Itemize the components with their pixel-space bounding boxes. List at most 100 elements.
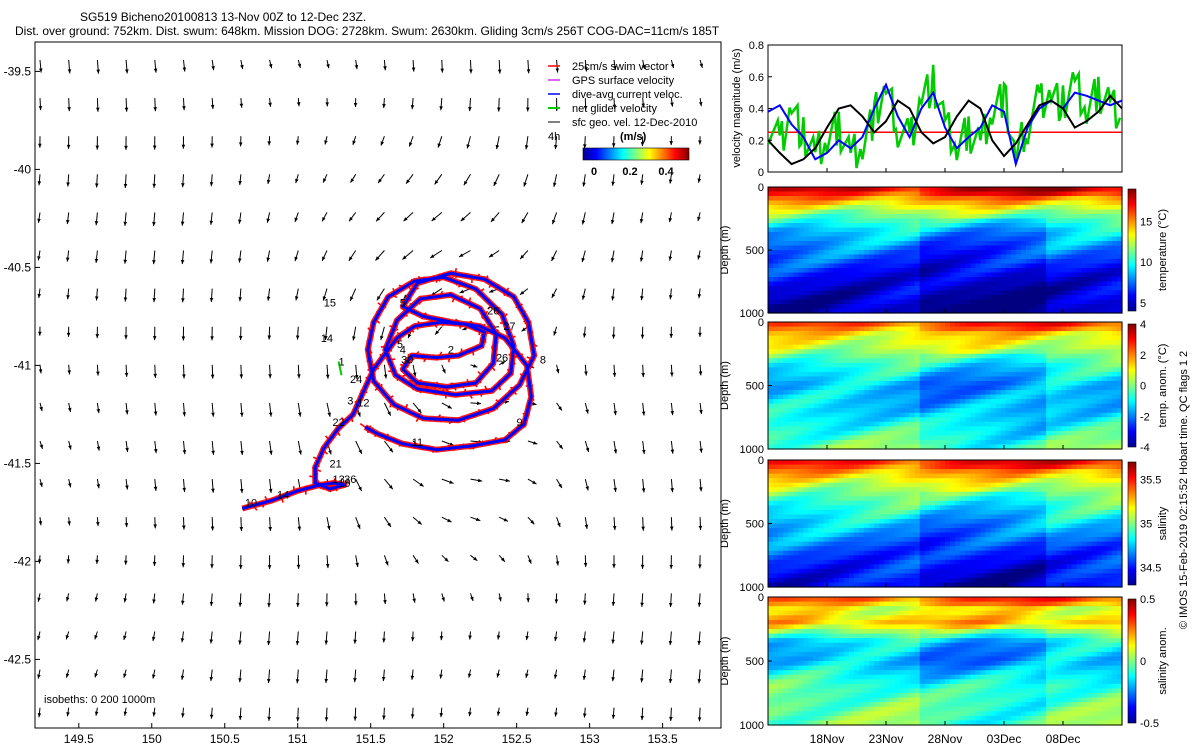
section-cell <box>965 435 971 441</box>
section-cell <box>894 268 901 274</box>
section-cell <box>828 322 835 328</box>
section-cell <box>899 191 906 197</box>
section-cell <box>939 223 946 229</box>
section-cell <box>1106 200 1113 206</box>
section-cell <box>909 187 916 193</box>
section-cell <box>929 236 936 242</box>
map-y-tick-label: -41 <box>14 358 32 372</box>
section-cell <box>1000 412 1007 418</box>
section-cell <box>859 196 865 202</box>
section-cell <box>1091 290 1098 296</box>
section-cell <box>894 245 901 251</box>
section-cell <box>884 439 890 446</box>
section-cell <box>848 344 855 350</box>
section-cell <box>884 290 890 296</box>
geo-arrow-head <box>328 450 332 455</box>
section-cell <box>1036 286 1042 292</box>
section-cell <box>843 250 850 256</box>
geo-arrow-head <box>353 716 358 721</box>
section-cell <box>960 191 966 197</box>
section-cell <box>894 286 901 292</box>
section-cell <box>889 408 896 414</box>
section-cell <box>904 250 911 256</box>
section-cell <box>1025 187 1032 193</box>
section-cell <box>768 326 774 332</box>
section-cell <box>853 439 860 446</box>
section-cell <box>990 254 997 260</box>
section-cell <box>778 241 784 247</box>
section-cell <box>874 259 880 265</box>
section-cell <box>768 272 774 278</box>
section-cell <box>1071 187 1078 193</box>
section-cell <box>773 385 779 391</box>
section-cell <box>985 295 992 301</box>
section-cell <box>955 245 961 251</box>
section-cell <box>803 340 810 346</box>
section-cell <box>773 277 779 283</box>
geo-arrow-head <box>238 219 242 224</box>
section-cell <box>965 254 971 260</box>
day-marker: 30 <box>401 354 413 366</box>
section-cell <box>808 426 815 432</box>
section-cell <box>889 394 896 400</box>
section-cell <box>843 430 850 436</box>
section-cell <box>975 200 981 206</box>
section-cell <box>955 241 961 247</box>
section-cell <box>838 191 845 197</box>
section-cell <box>1020 353 1027 359</box>
section-cell <box>899 245 906 251</box>
section-cell <box>889 362 896 368</box>
section-cell <box>833 417 840 423</box>
section-cell <box>768 299 774 305</box>
section-cell <box>828 245 835 251</box>
section-cell <box>793 399 799 405</box>
section-cell <box>879 286 885 292</box>
section-cell <box>909 200 916 206</box>
section-cell <box>970 304 976 310</box>
section-cell <box>950 421 956 427</box>
section-cell <box>838 245 845 251</box>
section-cell <box>970 223 976 229</box>
section-cell <box>1106 295 1113 301</box>
section-cell <box>843 322 850 328</box>
section-cell <box>773 408 779 414</box>
section-cell <box>793 286 799 292</box>
section-cell <box>929 191 936 197</box>
section-cell <box>803 367 810 373</box>
section-cell <box>783 417 789 423</box>
section-cell <box>965 408 971 414</box>
section-cell <box>939 380 946 387</box>
section-cell <box>859 308 865 314</box>
geo-arrow-head <box>641 488 646 493</box>
section-cell <box>934 435 941 441</box>
section-cell <box>939 200 946 206</box>
velocity-y-tick-label: 0.4 <box>749 104 764 116</box>
section-cell <box>1101 209 1108 215</box>
section-cell <box>833 218 840 224</box>
section-cell <box>859 390 865 396</box>
section-cell <box>1036 191 1042 197</box>
section-cell <box>934 349 941 355</box>
section-cell <box>1096 299 1103 305</box>
section-cell <box>909 268 916 274</box>
section-cell <box>975 353 981 359</box>
section-cell <box>778 444 784 450</box>
geo-arrow-head <box>440 68 444 73</box>
section-cell <box>934 335 941 341</box>
section-cell <box>1066 223 1073 229</box>
section-cell <box>990 277 997 283</box>
section-cell <box>995 353 1002 359</box>
section-cell <box>995 403 1002 409</box>
section-cell <box>970 367 976 373</box>
section-cell <box>965 227 971 233</box>
section-cell <box>1106 281 1113 287</box>
section-cell <box>945 227 951 233</box>
section-cell <box>1051 191 1057 197</box>
section-cell <box>783 223 789 229</box>
section-cell <box>945 326 951 332</box>
section-cell <box>1000 362 1007 368</box>
section-cell <box>1056 227 1062 233</box>
section-cell <box>924 241 931 247</box>
section-cell <box>828 299 835 305</box>
section-cell <box>990 340 997 346</box>
